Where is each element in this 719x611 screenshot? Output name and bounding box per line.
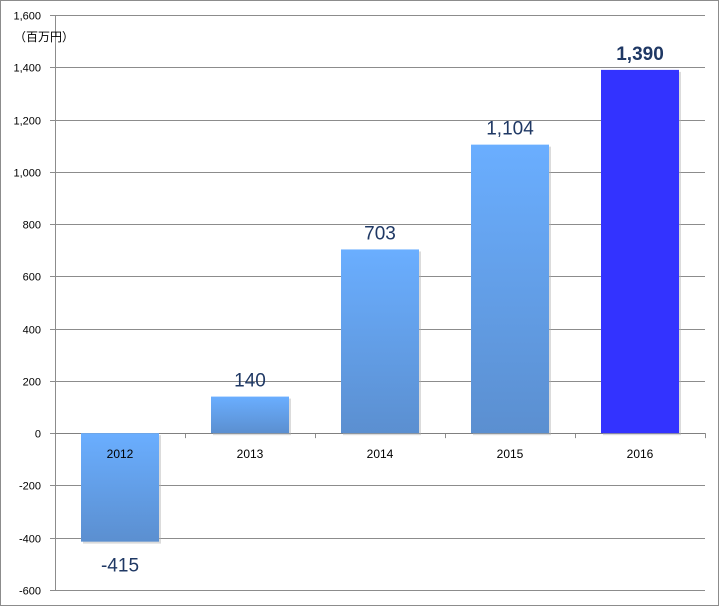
y-tick-label: -600 [19, 586, 41, 598]
y-tick-label: 1,000 [13, 168, 41, 180]
bar-2013 [211, 396, 289, 434]
bar-2014 [341, 249, 419, 434]
y-tick-label: -400 [19, 534, 41, 546]
category-label-2012: 2012 [107, 447, 134, 461]
axes [50, 15, 706, 591]
y-tick-label: 1,200 [13, 116, 41, 128]
bar-2015 [471, 144, 549, 434]
y-tick-label: 600 [23, 272, 41, 284]
data-label-2012: -415 [101, 556, 139, 577]
y-tick-label: 0 [35, 429, 41, 441]
y-tick-label: -200 [19, 481, 41, 493]
data-label-2013: 140 [234, 371, 266, 392]
category-label-2013: 2013 [237, 447, 264, 461]
y-tick-label: 200 [23, 377, 41, 389]
y-tick-label: 800 [23, 220, 41, 232]
y-tick-label: 1,400 [13, 63, 41, 75]
bars [81, 69, 681, 544]
y-tick-label: 400 [23, 325, 41, 337]
data-label-2015: 1,104 [486, 119, 534, 140]
data-label-2014: 703 [364, 223, 396, 244]
y-tick-label: 1,600 [13, 11, 41, 23]
data-label-2016: 1,390 [616, 44, 664, 65]
bar-2012 [81, 433, 159, 542]
unit-label: （百万円） [14, 30, 74, 44]
bar-2016 [601, 69, 679, 434]
category-label-2016: 2016 [627, 447, 654, 461]
category-label-2014: 2014 [367, 447, 394, 461]
labels: 1,600 1,400 1,200 1,000 800 600 400 200 0 -200 -40… [13, 11, 663, 598]
category-label-2015: 2015 [497, 447, 524, 461]
